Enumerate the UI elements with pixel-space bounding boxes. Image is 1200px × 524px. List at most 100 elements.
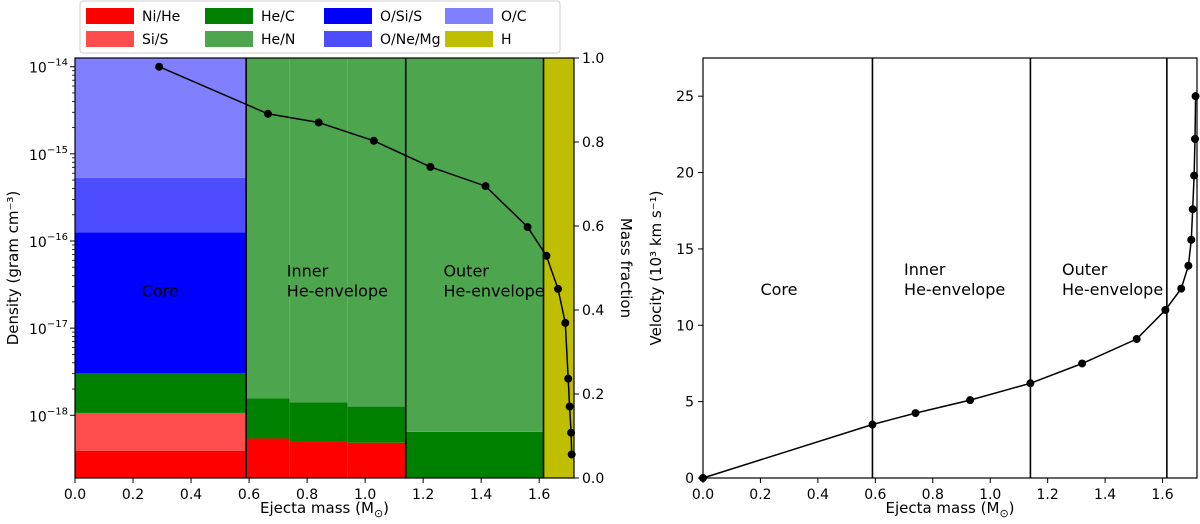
legend-swatch <box>445 31 493 47</box>
region-label-line: Outer <box>443 261 489 280</box>
y-left-tick-exponent: −15 <box>47 145 68 156</box>
x-tick-label: 0.8 <box>296 487 318 503</box>
composition-band <box>347 58 406 407</box>
velocity-point <box>911 409 920 418</box>
x-tick-label: 1.4 <box>470 487 492 503</box>
y-right-tick-label: 0.2 <box>582 387 604 403</box>
plot-frame <box>702 57 1198 479</box>
y-left-tick-exponent: −18 <box>47 406 68 417</box>
region-label-line: He-envelope <box>443 281 544 300</box>
x-axis-label: Ejecta mass (M⊙) <box>260 499 389 520</box>
region-label-line: Inner <box>287 261 329 280</box>
y-left-tick-base: 10 <box>29 409 47 425</box>
x-tick-label: 1.6 <box>528 487 550 503</box>
density-point <box>523 223 532 232</box>
region-label-line: Outer <box>1062 260 1108 279</box>
y-axis-label: Velocity (10³ km s⁻¹) <box>647 191 665 346</box>
region-label-line: Core <box>142 281 179 300</box>
legend-label: He/C <box>261 9 295 25</box>
y-tick-label: 0 <box>685 471 694 487</box>
y-left-tick-label: 10−18 <box>29 406 68 425</box>
plot-frame <box>74 57 575 479</box>
y-left-tick-label: 10−15 <box>29 145 68 164</box>
composition-band <box>75 450 247 478</box>
left-chart-panel: Core Inner He-envelope Outer He-envelope 0.0 0… <box>4 51 635 520</box>
y-left-axis-label: Density (gram cm⁻³) <box>4 191 22 346</box>
composition-band <box>75 232 247 373</box>
y-right-tick-label: 0.6 <box>582 219 604 235</box>
velocity-point <box>1188 205 1197 214</box>
x-tick-label: 0.4 <box>807 487 829 503</box>
composition-band <box>289 58 348 403</box>
composition-band <box>405 431 544 478</box>
region-label-line: Inner <box>904 260 946 279</box>
legend-swatch <box>205 8 253 24</box>
region-label: Outer He-envelope <box>1062 260 1163 299</box>
legend-label: O/C <box>501 9 527 25</box>
region-label-line: Core <box>760 280 797 299</box>
y-left-tick-label: 10−17 <box>29 319 68 338</box>
legend-label: O/Si/S <box>380 9 422 25</box>
composition-band <box>347 442 406 478</box>
y-tick-label: 5 <box>685 395 694 411</box>
velocity-point <box>1190 134 1199 143</box>
x-tick-label: 0.0 <box>692 487 714 503</box>
legend-swatch <box>86 31 134 47</box>
composition-band <box>405 58 544 432</box>
density-point <box>314 118 323 127</box>
region-label: Inner He-envelope <box>287 261 388 300</box>
velocity-point <box>1191 92 1200 101</box>
y-right-axis-label: Mass fraction <box>617 218 635 318</box>
y-left-tick-exponent: −14 <box>47 58 68 69</box>
legend-label: Ni/He <box>142 9 180 25</box>
composition-band <box>289 402 348 442</box>
x-tick-label: 0.2 <box>122 487 144 503</box>
density-point <box>561 318 570 327</box>
region-label-line: He-envelope <box>904 280 1005 299</box>
composition-band <box>246 58 290 399</box>
density-point <box>564 374 573 383</box>
density-line <box>158 66 573 455</box>
x-tick-label: 1.2 <box>412 487 434 503</box>
x-tick-label: 1.4 <box>1094 487 1116 503</box>
y-tick-label: 25 <box>676 89 694 105</box>
y-left-tick-label: 10−14 <box>29 58 68 77</box>
composition-band <box>75 58 247 178</box>
x-axis-label-end: ) <box>383 499 389 517</box>
x-axis-label-subscript: ⊙ <box>999 507 1008 520</box>
x-tick-label: 0.6 <box>864 487 886 503</box>
legend: Ni/He Si/S He/C He/N O/Si/S O/Ne/Mg O/C H <box>79 0 561 54</box>
velocity-point <box>1187 235 1196 244</box>
x-tick-label: 1.0 <box>354 487 376 503</box>
region-label: Core <box>142 281 179 300</box>
density-point <box>542 251 551 260</box>
density-point <box>481 182 490 191</box>
y-right-tick-label: 0.0 <box>582 471 604 487</box>
y-left-tick-base: 10 <box>29 61 47 77</box>
y-left-tick-base: 10 <box>29 322 47 338</box>
legend-swatch <box>205 31 253 47</box>
velocity-point <box>1190 171 1199 180</box>
composition-band <box>75 373 247 413</box>
x-tick-label: 1.2 <box>1037 487 1059 503</box>
region-label: Inner He-envelope <box>904 260 1005 299</box>
velocity-point <box>1078 359 1087 368</box>
legend-swatch <box>86 8 134 24</box>
velocity-point <box>1161 306 1170 314</box>
velocity-point <box>966 396 975 405</box>
legend-swatch <box>324 31 372 47</box>
x-tick-label: 0.2 <box>749 487 771 503</box>
x-axis-label-subscript: ⊙ <box>374 507 383 520</box>
y-left-tick-base: 10 <box>29 235 47 251</box>
density-point <box>263 109 272 118</box>
legend-frame <box>79 0 561 54</box>
density-point <box>554 284 563 293</box>
velocity-point <box>1177 284 1186 293</box>
x-tick-label: 0.8 <box>922 487 944 503</box>
y-tick-label: 10 <box>676 318 694 334</box>
y-right-tick-label: 0.4 <box>582 303 604 319</box>
y-left-tick-exponent: −17 <box>47 319 68 330</box>
legend-label: Si/S <box>142 32 168 48</box>
